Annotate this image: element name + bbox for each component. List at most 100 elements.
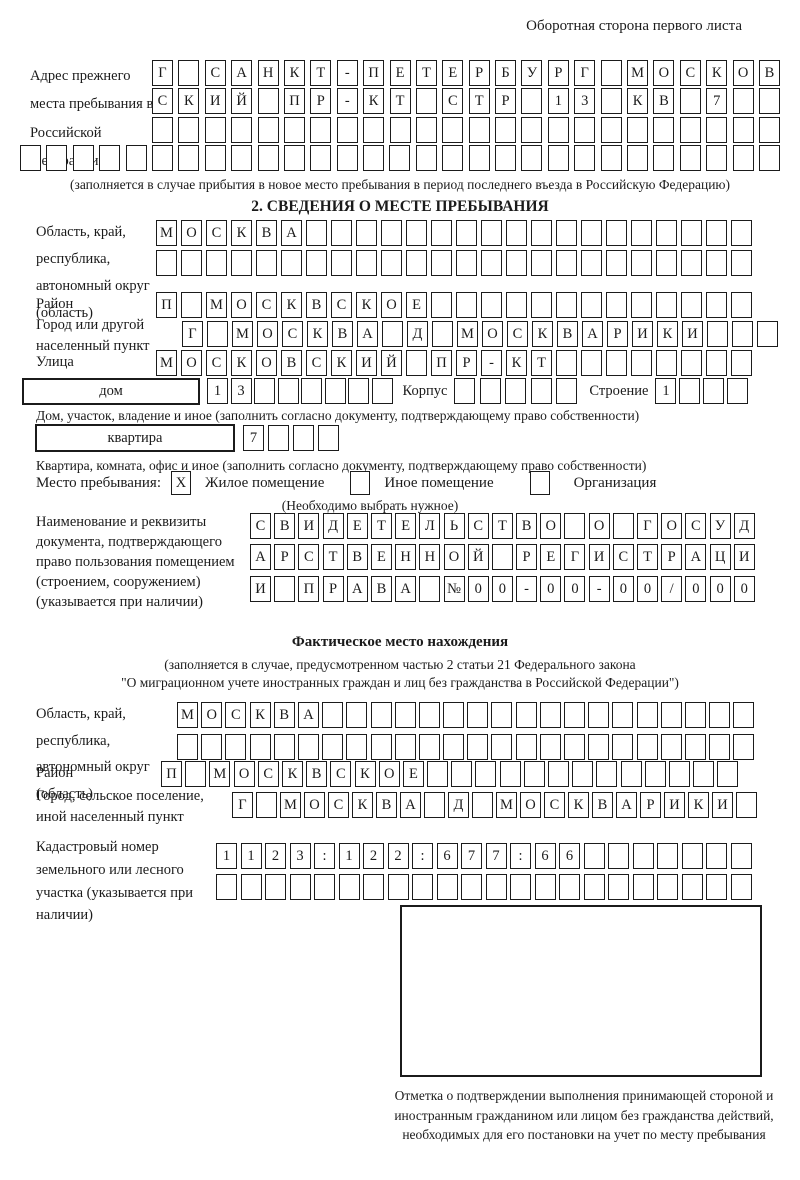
char-cell[interactable]: И	[682, 321, 703, 347]
char-cell[interactable]	[606, 292, 627, 318]
char-cell[interactable]	[606, 220, 627, 246]
char-cell[interactable]	[758, 117, 780, 143]
char-cell[interactable]	[515, 734, 537, 760]
char-cell[interactable]: 6	[436, 843, 458, 869]
char-cell[interactable]: У	[709, 513, 731, 539]
char-cell[interactable]: Е	[442, 60, 464, 86]
char-cell[interactable]: 0	[467, 576, 489, 602]
char-cell[interactable]: Е	[370, 544, 392, 570]
char-cell[interactable]: О	[233, 761, 255, 787]
char-cell[interactable]: К	[356, 292, 377, 318]
char-cell[interactable]	[653, 117, 675, 143]
char-cell[interactable]: О	[520, 792, 541, 818]
char-cell[interactable]	[730, 874, 752, 900]
char-cell[interactable]: С	[204, 60, 226, 86]
char-cell[interactable]	[684, 702, 706, 728]
char-cell[interactable]	[346, 734, 368, 760]
char-cell[interactable]	[572, 761, 594, 787]
char-cell[interactable]: И	[204, 88, 226, 114]
char-cell[interactable]	[432, 321, 453, 347]
char-cell[interactable]: Г	[182, 321, 203, 347]
char-cell[interactable]	[394, 702, 416, 728]
char-cell[interactable]: К	[231, 220, 252, 246]
char-cell[interactable]	[681, 350, 702, 376]
char-cell[interactable]	[468, 145, 490, 171]
char-cell[interactable]: И	[712, 792, 733, 818]
char-cell[interactable]: В	[346, 544, 368, 570]
char-cell[interactable]	[600, 145, 622, 171]
char-cell[interactable]	[703, 378, 725, 404]
char-cell[interactable]	[249, 734, 271, 760]
char-cell[interactable]: Е	[346, 513, 368, 539]
char-cell[interactable]	[559, 874, 580, 900]
char-cell[interactable]	[600, 88, 622, 114]
stay-option-residential-checkbox[interactable]: X	[171, 471, 191, 495]
char-cell[interactable]	[265, 874, 286, 900]
char-cell[interactable]	[415, 88, 437, 114]
char-cell[interactable]	[20, 145, 41, 171]
char-cell[interactable]	[681, 220, 702, 246]
char-cell[interactable]	[706, 874, 727, 900]
char-cell[interactable]	[758, 145, 780, 171]
char-cell[interactable]	[415, 117, 437, 143]
char-cell[interactable]	[178, 117, 200, 143]
char-cell[interactable]: К	[363, 88, 385, 114]
char-cell[interactable]	[727, 378, 749, 404]
char-cell[interactable]	[381, 220, 402, 246]
char-cell[interactable]	[693, 761, 715, 787]
char-cell[interactable]	[415, 145, 437, 171]
char-cell[interactable]	[626, 145, 648, 171]
char-cell[interactable]	[632, 874, 654, 900]
char-cell[interactable]: А	[250, 544, 271, 570]
char-cell[interactable]	[534, 874, 556, 900]
char-cell[interactable]: В	[592, 792, 613, 818]
char-cell[interactable]	[406, 250, 427, 276]
char-cell[interactable]: И	[733, 544, 755, 570]
char-cell[interactable]: Д	[448, 792, 469, 818]
char-cell[interactable]: О	[443, 544, 465, 570]
char-cell[interactable]	[606, 350, 627, 376]
char-cell[interactable]	[656, 250, 677, 276]
char-cell[interactable]	[293, 425, 314, 451]
char-cell[interactable]: Е	[406, 292, 427, 318]
char-cell[interactable]	[485, 874, 507, 900]
char-cell[interactable]	[731, 292, 752, 318]
char-cell[interactable]: Р	[640, 792, 661, 818]
char-cell[interactable]	[201, 734, 223, 760]
char-cell[interactable]	[387, 874, 409, 900]
char-cell[interactable]	[418, 734, 440, 760]
char-cell[interactable]: И	[664, 792, 685, 818]
char-cell[interactable]	[706, 220, 727, 246]
char-cell[interactable]: Е	[402, 761, 424, 787]
char-cell[interactable]	[152, 117, 173, 143]
char-cell[interactable]	[443, 734, 465, 760]
char-cell[interactable]	[732, 117, 754, 143]
char-cell[interactable]: Д	[407, 321, 428, 347]
char-cell[interactable]: О	[181, 220, 202, 246]
char-cell[interactable]: М	[206, 292, 227, 318]
char-cell[interactable]	[581, 220, 602, 246]
char-cell[interactable]	[681, 874, 703, 900]
char-cell[interactable]	[99, 145, 121, 171]
char-cell[interactable]	[631, 350, 652, 376]
char-cell[interactable]: Т	[637, 544, 658, 570]
char-cell[interactable]	[216, 874, 237, 900]
char-cell[interactable]: К	[627, 88, 649, 114]
char-cell[interactable]	[547, 117, 569, 143]
char-cell[interactable]	[733, 702, 755, 728]
char-cell[interactable]: 6	[534, 843, 556, 869]
char-cell[interactable]	[72, 145, 94, 171]
char-cell[interactable]	[564, 702, 585, 728]
char-cell[interactable]	[394, 734, 416, 760]
char-cell[interactable]: Р	[607, 321, 628, 347]
char-cell[interactable]	[608, 874, 629, 900]
char-cell[interactable]	[254, 378, 275, 404]
char-cell[interactable]	[240, 874, 262, 900]
char-cell[interactable]: К	[706, 60, 728, 86]
char-cell[interactable]	[257, 88, 279, 114]
char-cell[interactable]: 1	[240, 843, 262, 869]
char-cell[interactable]	[631, 220, 652, 246]
char-cell[interactable]: С	[206, 220, 227, 246]
char-cell[interactable]: Р	[468, 60, 490, 86]
char-cell[interactable]: :	[510, 843, 531, 869]
